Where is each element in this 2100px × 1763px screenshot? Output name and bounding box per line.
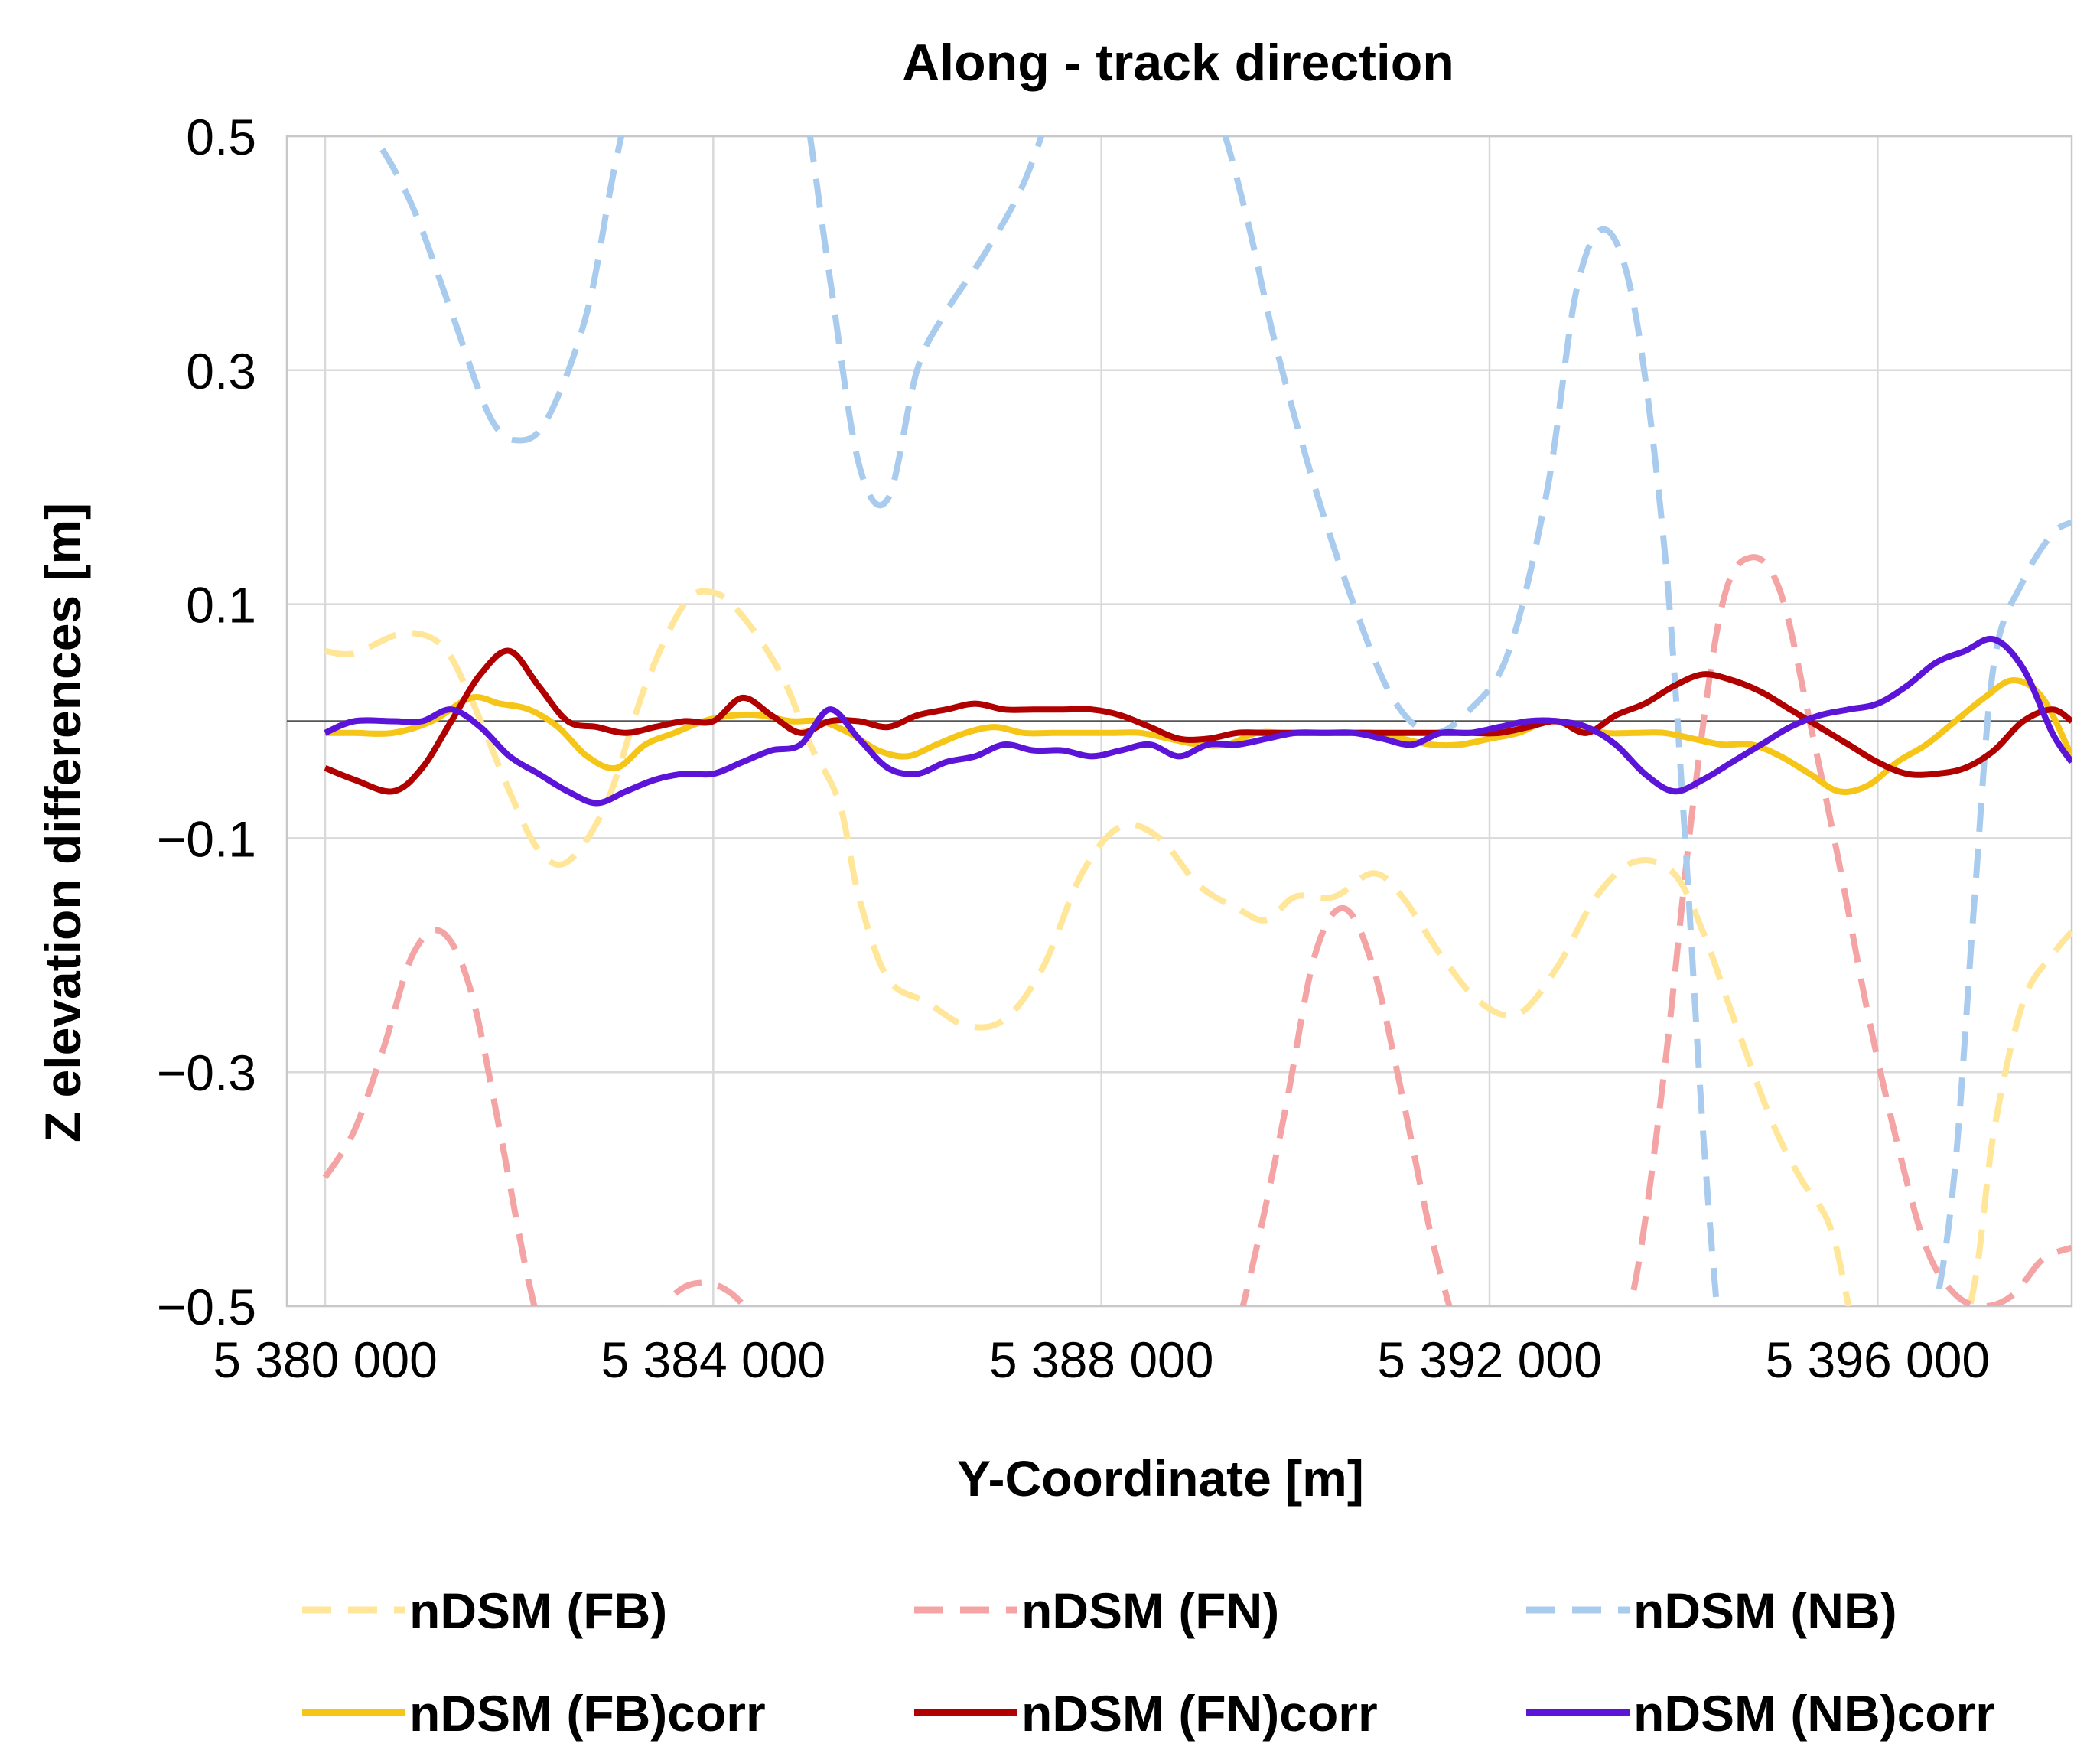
- legend: nDSM (FB) nDSM (FN) nDSM (NB) nDSM (FB)corr…: [302, 1582, 1995, 1742]
- legend-label: nDSM (NB): [1633, 1582, 1897, 1639]
- y-axis-ticks: 0.5 0.3 0.1 −0.1 −0.3 −0.5: [157, 109, 256, 1335]
- y-tick-label: 0.3: [186, 343, 256, 399]
- legend-label: nDSM (FB)corr: [409, 1685, 766, 1742]
- legend-label: nDSM (FN)corr: [1021, 1685, 1378, 1742]
- series-line-ndsm-fn-corr: [324, 647, 2072, 795]
- series-line-ndsm-nb: [370, 136, 2072, 1306]
- legend-label: nDSM (FN): [1021, 1582, 1279, 1639]
- y-tick-label: −0.5: [157, 1279, 256, 1335]
- y-tick-label: −0.3: [157, 1044, 256, 1101]
- x-tick-label: 5 392 000: [1377, 1331, 1602, 1388]
- y-axis-label: Z elevation differences [m]: [34, 503, 91, 1142]
- series-line-ndsm-fn: [322, 554, 2072, 1306]
- y-tick-label: −0.1: [157, 810, 256, 867]
- x-tick-label: 5 388 000: [989, 1331, 1214, 1388]
- y-tick-label: 0.1: [186, 577, 256, 634]
- series-line-ndsm-fb: [324, 588, 2072, 1306]
- series-line-ndsm-nb-corr: [324, 635, 2072, 807]
- legend-label: nDSM (FB): [409, 1582, 667, 1639]
- series-layer: [322, 136, 2072, 1306]
- x-axis-label: Y-Coordinate [m]: [957, 1450, 1364, 1507]
- legend-label: nDSM (NB)corr: [1633, 1685, 1995, 1742]
- chart-title: Along - track direction: [902, 34, 1454, 92]
- x-tick-label: 5 396 000: [1766, 1331, 1991, 1388]
- x-tick-label: 5 380 000: [213, 1331, 438, 1388]
- y-tick-label: 0.5: [186, 109, 256, 165]
- x-axis-ticks: 5 380 000 5 384 000 5 388 000 5 392 000 5 39…: [213, 1331, 1990, 1388]
- x-tick-label: 5 384 000: [601, 1331, 826, 1388]
